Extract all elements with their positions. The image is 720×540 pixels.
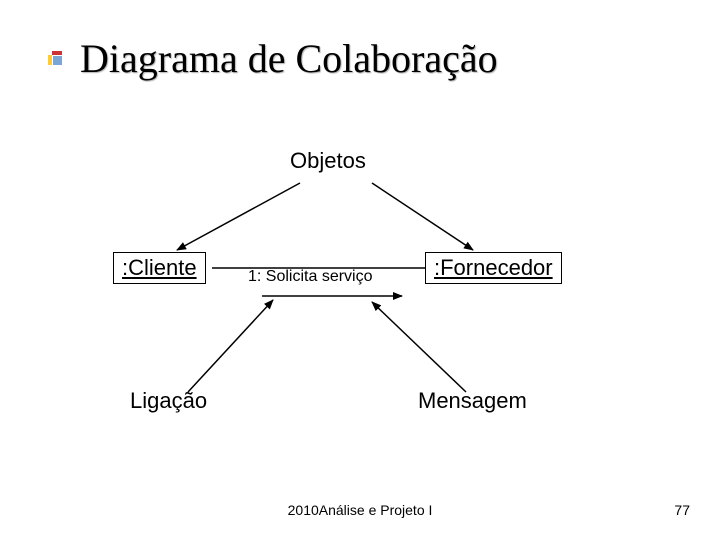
mensagem-label: Mensagem xyxy=(418,388,527,414)
footer-center-text: 2010Análise e Projeto I xyxy=(288,502,433,518)
footer-page-number: 77 xyxy=(674,502,690,518)
ligacao-label: Ligação xyxy=(130,388,207,414)
message-1-label: 1: Solicita serviço xyxy=(248,268,373,286)
edge-objetos-cliente xyxy=(177,183,300,250)
cliente-object-box: :Cliente xyxy=(113,252,206,284)
edge-mensagem-arrow xyxy=(372,302,466,392)
objetos-label: Objetos xyxy=(290,148,366,174)
edge-objetos-fornecedor xyxy=(372,183,473,250)
slide-title: Diagrama de Colaboração xyxy=(80,35,498,82)
title-bullet-icon xyxy=(48,51,62,65)
fornecedor-object-box: :Fornecedor xyxy=(425,252,562,284)
slide: Diagrama de Colaboração Objetos :Cliente… xyxy=(0,0,720,540)
edge-ligacao-link xyxy=(188,300,273,392)
